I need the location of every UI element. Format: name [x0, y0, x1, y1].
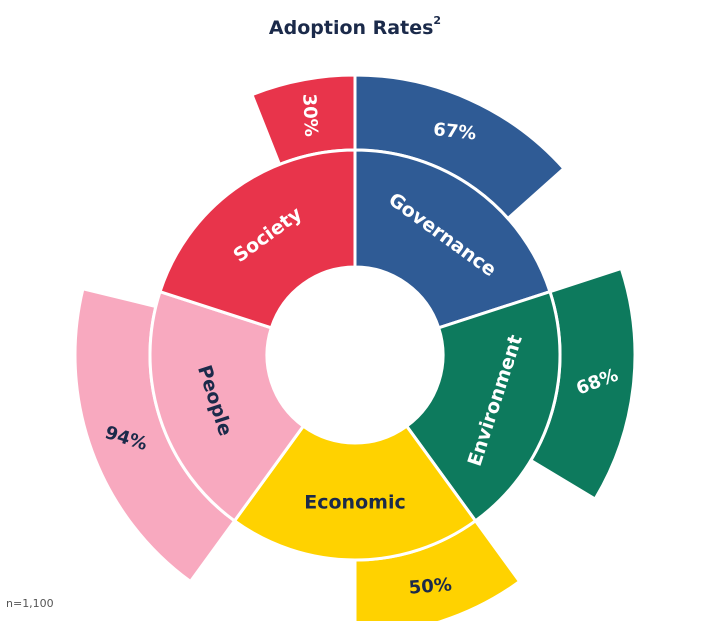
chart-title: Adoption Rates2	[269, 14, 441, 39]
value-label: 30%	[298, 93, 321, 137]
footnote: n=1,100	[6, 597, 54, 610]
inner-segment	[232, 424, 478, 562]
inner-segment	[353, 148, 552, 330]
title-superscript: 2	[433, 14, 441, 27]
category-label: Economic	[304, 492, 405, 514]
inner-segment	[158, 148, 357, 330]
inner-segment	[404, 289, 562, 523]
inner-segment	[148, 289, 306, 523]
value-label: 50%	[408, 574, 453, 598]
title-text: Adoption Rates	[269, 17, 433, 39]
value-label: 67%	[432, 119, 477, 144]
